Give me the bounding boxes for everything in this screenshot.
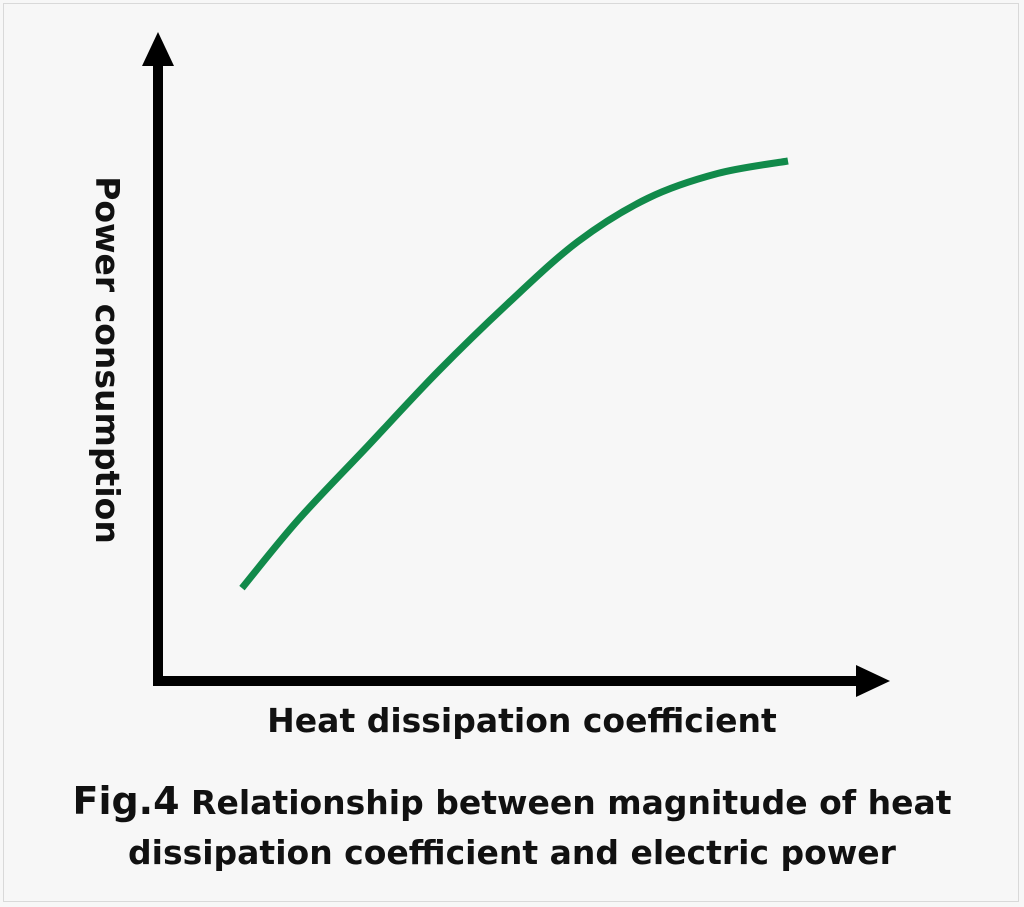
- x-axis-arrow-icon: [856, 665, 890, 697]
- figure-caption: Fig.4 Relationship between magnitude of …: [0, 776, 1024, 878]
- y-axis-label: Power consumption: [88, 176, 127, 544]
- y-axis-arrow-icon: [142, 32, 174, 66]
- chart: Power consumption Heat dissipation coeff…: [88, 32, 890, 740]
- figure-frame: [3, 3, 1019, 902]
- caption-text-1: Relationship between magnitude of heat: [191, 783, 952, 822]
- figure-number: Fig.4: [72, 779, 180, 823]
- caption-line-2: dissipation coefficient and electric pow…: [128, 833, 896, 872]
- series-line: [239, 157, 789, 591]
- x-axis-label: Heat dissipation coefficient: [267, 701, 777, 740]
- caption-line-1: Fig.4 Relationship between magnitude of …: [0, 776, 1024, 828]
